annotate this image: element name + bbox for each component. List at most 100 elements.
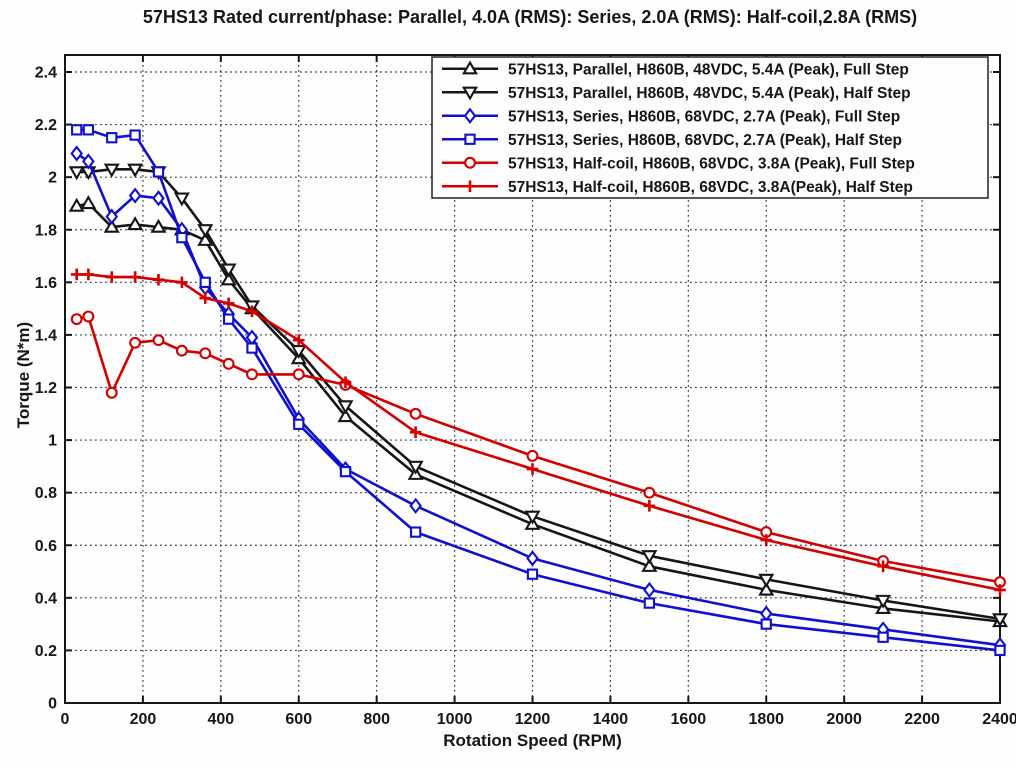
y-tick-label: 0.2	[35, 643, 57, 660]
circle-marker	[175, 344, 188, 357]
x-tick-label: 800	[363, 711, 390, 728]
x-tick-label: 0	[61, 711, 70, 728]
circle-marker	[464, 156, 476, 169]
square-marker	[82, 124, 95, 136]
square-marker	[176, 231, 188, 244]
triangle-down-marker	[127, 163, 144, 178]
circle-marker	[105, 386, 118, 399]
diamond-marker	[128, 187, 142, 204]
triangle-down-marker	[103, 163, 120, 178]
diamond-marker	[70, 145, 84, 162]
triangle-down-marker	[758, 573, 775, 588]
triangle-down-marker	[641, 550, 658, 565]
square-marker	[106, 132, 118, 144]
diamond-marker	[759, 605, 773, 622]
triangle-down-marker	[461, 86, 479, 101]
circle-marker	[643, 486, 656, 499]
triangle-down-marker	[173, 192, 190, 207]
triangle-up-marker	[68, 197, 85, 212]
grid	[65, 55, 1000, 703]
square-marker	[246, 342, 258, 354]
triangle-up-marker	[641, 557, 658, 572]
series-line	[75, 315, 1002, 584]
circle-marker	[129, 336, 142, 349]
x-tick-label: 2400	[982, 711, 1016, 728]
legend-entry-label: 57HS13, Half-coil, H860B, 68VDC, 3.8A(Pe…	[508, 179, 913, 196]
legend-entry-label: 57HS13, Half-coil, H860B, 68VDC, 3.8A (P…	[508, 155, 915, 172]
triangle-down-marker	[68, 166, 85, 181]
square-marker	[994, 644, 1006, 657]
series-3	[71, 124, 1006, 657]
x-tick-label: 1400	[593, 711, 629, 728]
y-tick-label: 2.2	[35, 117, 57, 134]
legend-entry-label: 57HS13, Series, H860B, 68VDC, 2.7A (Peak…	[508, 132, 902, 149]
triangle-up-marker	[758, 581, 775, 596]
square-marker	[293, 418, 305, 430]
triangle-up-marker	[150, 218, 167, 233]
circle-marker	[222, 357, 235, 370]
diamond-marker	[526, 550, 539, 567]
legend-box	[431, 56, 989, 199]
square-marker	[464, 133, 476, 145]
square-marker	[199, 276, 211, 288]
square-marker	[643, 597, 656, 609]
circle-marker	[70, 313, 83, 326]
y-tick-label: 0.8	[35, 485, 57, 502]
y-tick-labels: 0 0.2 0.4 0.6 0.8 1 1.2 1.4 1.6 1.8 2 2.2 2.4	[35, 65, 57, 713]
chart-title: 57HS13 Rated current/phase: Parallel, 4.…	[142, 7, 918, 27]
square-marker	[526, 568, 539, 580]
x-tick-label: 1000	[437, 711, 473, 728]
series-line	[75, 168, 1002, 621]
triangle-up-marker	[80, 195, 97, 210]
x-tick-label: 2200	[904, 711, 940, 728]
diamond-marker	[643, 581, 656, 599]
legend-entry-label: 57HS13, Parallel, H860B, 48VDC, 5.4A (Pe…	[508, 85, 911, 102]
legend-entry-label: 57HS13, Parallel, H860B, 48VDC, 5.4A (Pe…	[508, 61, 909, 78]
series-line	[75, 152, 1002, 647]
square-marker	[152, 166, 165, 178]
y-tick-label: 0.6	[35, 538, 57, 555]
series-5	[70, 268, 1006, 596]
x-tick-label: 600	[285, 711, 312, 728]
triangle-down-marker	[407, 460, 424, 475]
x-tick-label: 1200	[515, 711, 551, 728]
square-marker	[409, 526, 422, 538]
y-tick-label: 2	[48, 170, 57, 187]
triangle-up-marker	[337, 408, 354, 423]
diamond-marker	[409, 497, 422, 514]
circle-marker	[246, 368, 258, 381]
triangle-down-marker	[290, 345, 307, 360]
diamond-marker	[105, 208, 119, 225]
x-tick-label: 200	[130, 711, 157, 728]
square-marker	[71, 124, 83, 136]
circle-marker	[526, 449, 539, 462]
circle-marker	[82, 310, 95, 323]
circle-marker	[292, 368, 305, 381]
triangle-down-marker	[524, 510, 541, 525]
triangle-up-marker	[127, 216, 144, 231]
series-4	[70, 310, 1006, 589]
triangle-up-marker	[220, 271, 237, 286]
triangle-down-marker	[875, 594, 892, 609]
triangle-down-marker	[337, 400, 354, 415]
legend: 57HS13, Parallel, H860B, 48VDC, 5.4A (Pe…	[431, 56, 989, 199]
y-tick-label: 0	[48, 696, 57, 713]
diamond-marker	[82, 153, 95, 170]
x-tick-label: 1600	[671, 711, 707, 728]
y-axis-label: Torque (N*m)	[14, 321, 33, 429]
square-marker	[129, 129, 141, 141]
circle-marker	[409, 407, 422, 420]
square-marker	[222, 313, 235, 325]
diamond-marker	[152, 190, 165, 207]
y-tick-label: 2.4	[35, 65, 57, 82]
circle-marker	[199, 347, 212, 360]
y-tick-label: 1.2	[35, 380, 57, 397]
x-tick-label: 400	[207, 711, 234, 728]
triangle-up-marker	[197, 231, 214, 246]
triangle-up-marker	[103, 218, 120, 233]
y-tick-label: 1.8	[35, 222, 57, 239]
triangle-up-marker	[461, 60, 479, 75]
square-marker	[760, 618, 772, 630]
